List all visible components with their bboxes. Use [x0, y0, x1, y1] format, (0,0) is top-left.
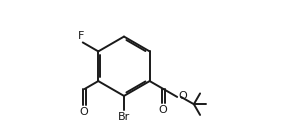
- Text: Br: Br: [118, 112, 130, 122]
- Text: F: F: [78, 31, 85, 41]
- Text: O: O: [178, 91, 187, 101]
- Text: O: O: [159, 105, 168, 115]
- Text: O: O: [79, 107, 88, 117]
